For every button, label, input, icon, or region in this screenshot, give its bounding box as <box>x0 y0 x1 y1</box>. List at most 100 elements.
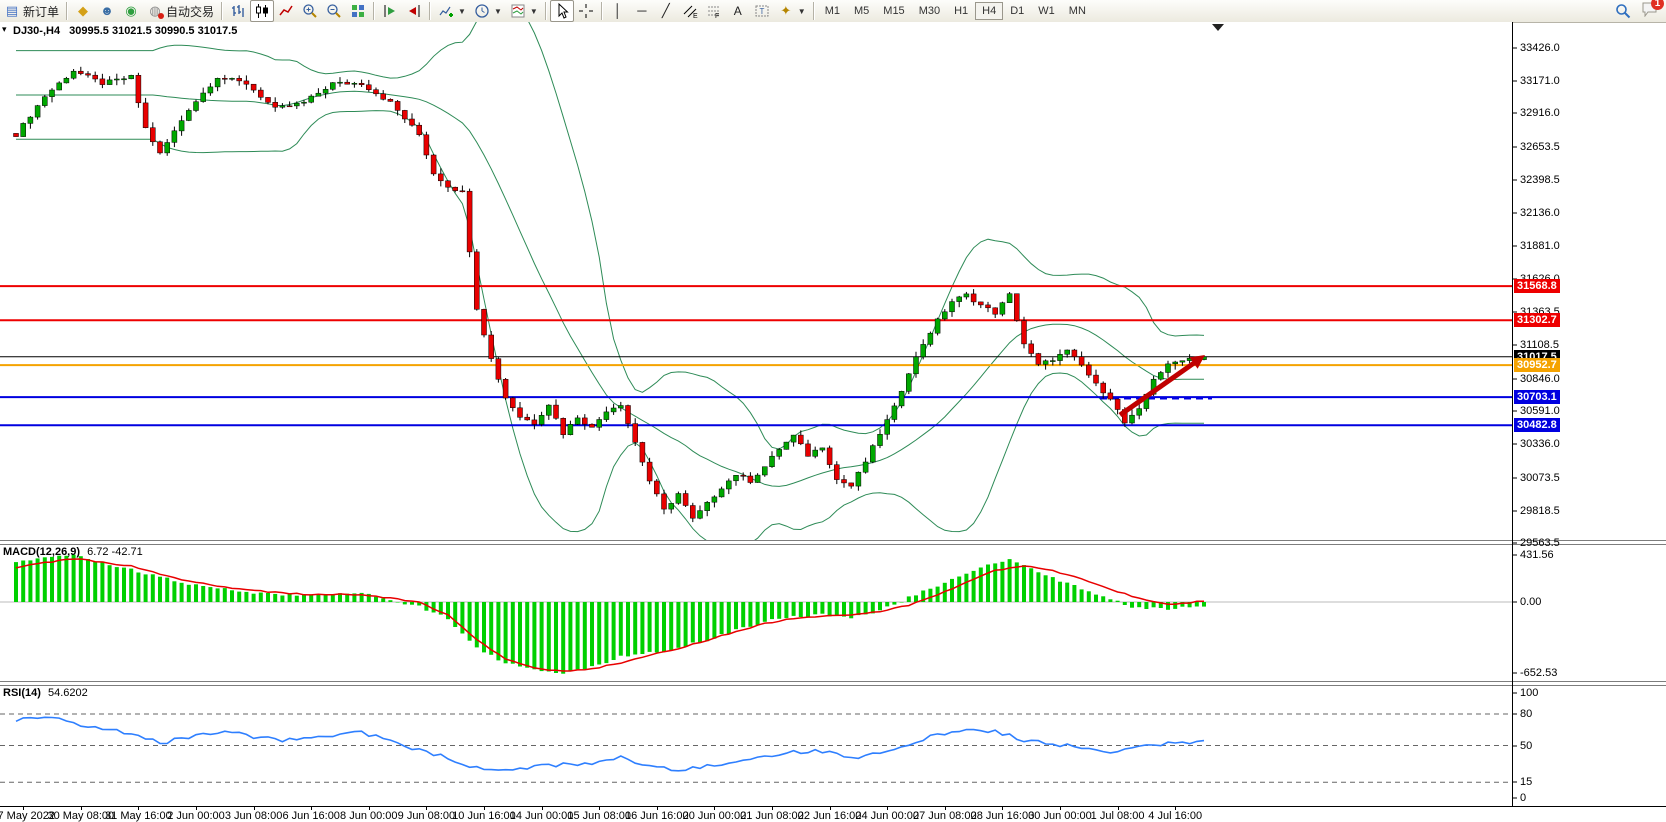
trendline-button[interactable]: ╱ <box>654 0 678 22</box>
tab-timeframe-MN[interactable]: MN <box>1068 5 1086 17</box>
fibonacci-button[interactable]: F <box>702 0 726 22</box>
macd-bar <box>338 593 342 602</box>
candle-body <box>668 503 674 510</box>
support-button[interactable]: ☻ <box>95 0 119 22</box>
candle-body <box>171 130 178 143</box>
rsi-axis-tick <box>1512 692 1517 694</box>
tab-timeframe-D1[interactable]: D1 <box>1010 5 1025 17</box>
macd-bar <box>359 592 364 602</box>
candle-body <box>85 73 91 76</box>
vertical-line-button[interactable]: │ <box>606 0 630 22</box>
candle-body <box>452 186 458 191</box>
candle-body <box>855 471 862 487</box>
chart-shift-button[interactable] <box>402 0 426 22</box>
trend-arrow-annotation[interactable] <box>1118 355 1205 418</box>
macd-bar <box>323 594 328 602</box>
rsi-value: 54.6202 <box>47 687 88 699</box>
macd-bar <box>28 560 33 602</box>
bar-chart-button[interactable] <box>226 0 250 22</box>
rsi-panel[interactable] <box>0 685 1512 806</box>
candle-body <box>445 180 451 188</box>
indicators-button[interactable]: ▼ <box>434 0 470 22</box>
price-axis-label: 31881.0 <box>1520 240 1560 253</box>
tab-timeframe-H1[interactable]: H1 <box>954 5 969 17</box>
arrows-button[interactable]: ✦ ▼ <box>774 0 810 22</box>
chart-collapse-arrow-icon[interactable]: ▾ <box>2 24 7 34</box>
candle-body <box>344 81 350 85</box>
macd-bar <box>482 602 486 653</box>
text-button[interactable]: A <box>726 0 750 22</box>
cursor-button[interactable] <box>549 0 574 22</box>
macd-bar <box>1050 577 1055 602</box>
candle-body <box>1006 293 1013 303</box>
templates-button[interactable]: ▼ <box>506 0 542 22</box>
macd-bar <box>158 576 162 602</box>
macd-bar <box>950 578 954 602</box>
tab-timeframe-W1[interactable]: W1 <box>1038 5 1055 17</box>
candle-body <box>351 83 358 85</box>
line-chart-button[interactable] <box>274 0 298 22</box>
text-label-button[interactable]: T <box>750 0 774 22</box>
svg-text:T: T <box>759 7 764 16</box>
candle-body <box>1165 363 1171 373</box>
horizontal-line-button[interactable]: ─ <box>630 0 654 22</box>
rsi-name: RSI(14) <box>3 687 41 699</box>
candle-body <box>279 105 286 108</box>
time-axis-label: 6 Jun 16:00 <box>282 810 340 822</box>
candle-body <box>963 293 970 298</box>
arrows-icon: ✦ <box>780 3 792 18</box>
macd-bar <box>438 602 443 615</box>
auto-scroll-button[interactable] <box>378 0 402 22</box>
candlestick-chart-button[interactable] <box>250 0 275 22</box>
tab-timeframe-M15[interactable]: M15 <box>883 5 905 17</box>
svg-text:F: F <box>715 13 719 19</box>
tile-windows-button[interactable] <box>346 0 370 22</box>
new-order-button[interactable]: ▤ 新订单 <box>0 0 63 22</box>
candle-body <box>1021 320 1027 345</box>
panel-separator-rsi[interactable] <box>0 681 1666 686</box>
macd-bar <box>1122 602 1127 605</box>
candle-body <box>135 75 142 104</box>
time-axis-tick <box>253 807 255 810</box>
macd-bar <box>1137 602 1142 608</box>
deposit-icon: ◆ <box>78 3 89 18</box>
time-axis-label: 16 Jun 16:00 <box>624 810 689 822</box>
deposit-button[interactable]: ◆ <box>71 0 95 22</box>
price-badge-30482.8: 30482.8 <box>1514 418 1560 433</box>
tab-timeframe-H4[interactable]: H4 <box>975 2 1004 20</box>
tab-timeframe-M5[interactable]: M5 <box>854 5 870 17</box>
macd-bar <box>834 602 839 616</box>
indicators-icon <box>439 6 454 17</box>
signals-button[interactable]: ◉ <box>119 0 143 22</box>
price-chart-panel[interactable] <box>0 22 1512 541</box>
macd-bar <box>770 602 774 620</box>
macd-bar <box>381 598 386 602</box>
candle-body <box>301 101 307 104</box>
zoom-out-button[interactable] <box>322 0 346 22</box>
notifications-button[interactable]: 1 <box>1641 0 1664 20</box>
candle-body <box>798 434 804 445</box>
auto-trading-button[interactable]: ◍ 自动交易 <box>143 0 218 22</box>
tab-timeframe-M1[interactable]: M1 <box>824 5 840 17</box>
chart-shift-marker-icon[interactable] <box>1212 24 1224 31</box>
time-axis-tick <box>541 807 543 810</box>
search-icon[interactable] <box>1615 3 1631 19</box>
tab-timeframe-M30[interactable]: M30 <box>918 5 941 17</box>
macd-bar <box>280 595 285 602</box>
periods-button[interactable]: ▼ <box>470 0 506 22</box>
macd-bar <box>21 560 26 602</box>
price-axis-label: 29818.5 <box>1520 504 1560 517</box>
time-axis-tick <box>1117 807 1119 810</box>
crosshair-button[interactable] <box>574 0 598 22</box>
candle-body <box>956 296 962 302</box>
panel-separator-macd[interactable] <box>0 540 1666 545</box>
equidistant-channel-button[interactable]: E <box>678 0 702 22</box>
candle-body <box>466 190 473 253</box>
zoom-in-button[interactable] <box>298 0 322 22</box>
toolbar-separator <box>221 2 224 20</box>
candle-body <box>128 75 134 80</box>
chart-title: DJ30-,H4 30995.5 31021.5 30990.5 31017.5 <box>13 25 237 37</box>
candle-body <box>690 505 696 519</box>
candle-body <box>1093 374 1099 384</box>
macd-panel[interactable] <box>0 544 1512 682</box>
